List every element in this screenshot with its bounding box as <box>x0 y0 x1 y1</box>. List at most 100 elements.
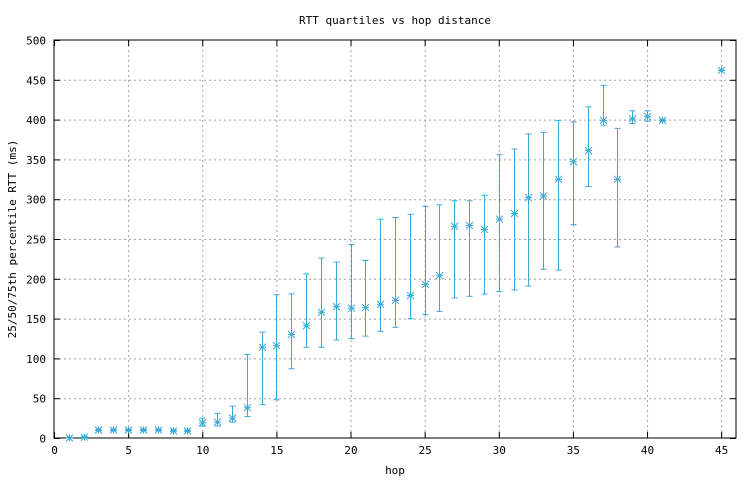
median-marker <box>302 321 311 330</box>
data-point <box>435 204 444 312</box>
data-point <box>450 200 459 299</box>
data-point <box>183 426 192 435</box>
data-point <box>406 213 415 320</box>
y-tick-label: 350 <box>26 154 46 167</box>
median-marker <box>213 418 222 426</box>
y-tick-label: 250 <box>26 234 46 247</box>
data-point <box>80 433 89 442</box>
data-point <box>584 106 593 187</box>
data-point <box>643 110 652 122</box>
median-marker <box>599 116 608 125</box>
y-tick-label: 200 <box>26 273 46 286</box>
y-tick-label: 500 <box>26 35 46 48</box>
median-marker <box>272 341 281 350</box>
median-marker <box>317 308 326 317</box>
data-point <box>347 244 356 339</box>
median-marker <box>169 426 178 435</box>
data-point <box>613 127 622 248</box>
y-tick-label: 450 <box>26 74 46 87</box>
data-point <box>480 194 489 295</box>
median-marker <box>569 157 578 166</box>
median-marker <box>524 193 533 202</box>
data-point <box>302 273 311 348</box>
data-point <box>658 116 667 125</box>
median-marker <box>450 222 459 231</box>
median-marker <box>628 114 637 123</box>
median-marker <box>347 304 356 313</box>
median-marker <box>480 225 489 234</box>
x-axis-label: hop <box>385 464 405 477</box>
y-tick-labels: 0 50 100 150 200 250 300 350 400 450 500 <box>26 35 46 446</box>
median-marker <box>717 66 726 75</box>
median-marker <box>435 271 444 280</box>
median-marker <box>376 300 385 309</box>
median-marker <box>613 175 622 184</box>
data-point <box>599 84 608 126</box>
y-tick-label: 150 <box>26 313 46 326</box>
x-tick-label: 45 <box>715 444 728 457</box>
median-marker <box>584 146 593 155</box>
data-point <box>554 119 563 271</box>
median-marker <box>154 426 163 434</box>
y-axis-label: 25/50/75th percentile RTT (ms) <box>6 140 19 339</box>
x-tick-labels: 0 5 10 15 20 25 30 35 40 45 <box>51 444 728 457</box>
data-point <box>421 205 430 316</box>
median-marker <box>198 419 207 427</box>
series-rtt-quartiles <box>65 66 726 442</box>
x-tick-label: 0 <box>51 444 58 457</box>
median-marker <box>391 296 400 305</box>
data-point <box>109 426 118 434</box>
grid <box>54 40 736 438</box>
x-tick-label: 35 <box>567 444 580 457</box>
x-tick-label: 5 <box>125 444 132 457</box>
data-point <box>228 405 237 423</box>
median-marker <box>94 426 103 434</box>
median-marker <box>495 215 504 223</box>
median-marker <box>539 192 548 200</box>
median-marker <box>80 433 89 442</box>
median-marker <box>554 175 563 184</box>
median-marker <box>510 209 519 218</box>
median-marker <box>406 291 415 300</box>
data-point <box>376 218 385 332</box>
median-marker <box>124 426 133 434</box>
x-tick-label: 25 <box>419 444 432 457</box>
data-point <box>524 133 533 287</box>
data-point <box>169 426 178 435</box>
x-tick-label: 30 <box>493 444 506 457</box>
data-point <box>198 417 207 427</box>
data-point <box>287 293 296 370</box>
median-marker <box>228 414 237 422</box>
x-tick-label: 40 <box>641 444 654 457</box>
data-point <box>539 131 548 270</box>
data-point <box>124 426 133 434</box>
data-point <box>465 200 474 297</box>
y-tick-label: 100 <box>26 353 46 366</box>
y-tick-label: 300 <box>26 194 46 207</box>
median-marker <box>658 116 667 125</box>
data-point <box>332 261 341 341</box>
data-point <box>628 110 637 125</box>
median-marker <box>65 434 74 442</box>
data-point <box>495 154 504 293</box>
data-point <box>65 434 74 442</box>
data-point <box>510 148 519 291</box>
data-point <box>258 331 267 406</box>
data-point <box>139 426 148 434</box>
x-tick-label: 15 <box>270 444 283 457</box>
data-point <box>391 217 400 328</box>
data-point <box>94 426 103 434</box>
y-tick-label: 400 <box>26 114 46 127</box>
median-marker <box>183 426 192 435</box>
data-point <box>272 294 281 401</box>
data-point <box>243 353 252 418</box>
axis-ticks <box>54 40 736 439</box>
x-tick-label: 10 <box>196 444 209 457</box>
y-tick-label: 50 <box>33 393 46 406</box>
median-marker <box>243 403 252 412</box>
median-marker <box>465 221 474 230</box>
data-point <box>317 257 326 348</box>
data-point <box>213 412 222 427</box>
median-marker <box>287 330 296 339</box>
